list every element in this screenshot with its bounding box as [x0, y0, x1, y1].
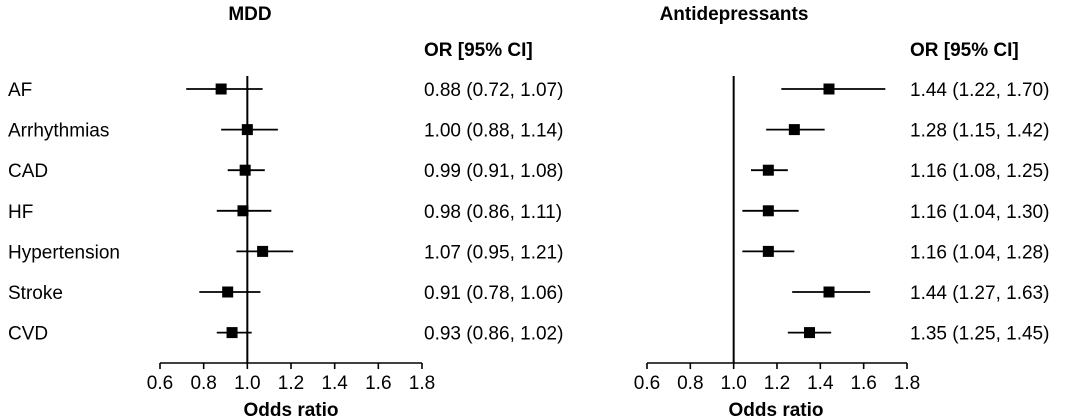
antidepressants-x-tick-label-3: 1.2	[764, 373, 790, 394]
mdd-x-tick-label-6: 1.8	[409, 373, 435, 394]
antidepressants-or-point-2	[762, 164, 774, 176]
mdd-ci-label-6: 0.93 (0.86, 1.02)	[424, 324, 563, 345]
mdd-or-point-3	[237, 205, 249, 217]
antidepressants-or-point-5	[823, 286, 835, 298]
antidepressants-x-tick-label-2: 1.0	[720, 373, 746, 394]
mdd-x-tick-label-1: 0.8	[190, 373, 216, 394]
antidepressants-or-header: OR [95% CI]	[910, 40, 1019, 61]
mdd-or-point-1	[241, 124, 253, 136]
antidepressants-ci-label-6: 1.35 (1.25, 1.45)	[910, 324, 1049, 345]
mdd-ci-label-3: 0.98 (0.86, 1.11)	[424, 202, 562, 223]
antidepressants-panel: Antidepressants OR [95% CI] Odds ratio 0…	[634, 4, 1050, 418]
mdd-x-tick-label-2: 1.0	[234, 373, 260, 394]
antidepressants-x-tick-label-0: 0.6	[634, 373, 660, 394]
mdd-or-point-4	[257, 245, 269, 257]
antidepressants-or-point-4	[762, 245, 774, 257]
antidepressants-x-tick-label-6: 1.8	[894, 373, 920, 394]
antidepressants-ci-label-5: 1.44 (1.27, 1.63)	[910, 283, 1049, 304]
category-label-5: Stroke	[8, 283, 63, 304]
category-label-1: Arrhythmias	[8, 121, 109, 142]
mdd-ci-label-0: 0.88 (0.72, 1.07)	[424, 80, 563, 101]
antidepressants-or-point-1	[788, 124, 800, 136]
antidepressants-or-point-0	[823, 83, 835, 95]
mdd-ci-label-2: 0.99 (0.91, 1.08)	[424, 161, 563, 182]
mdd-x-tick-label-4: 1.4	[321, 373, 348, 394]
mdd-or-point-0	[215, 83, 227, 95]
category-label-4: Hypertension	[8, 242, 120, 263]
mdd-title: MDD	[228, 4, 271, 25]
antidepressants-ci-label-1: 1.28 (1.15, 1.42)	[910, 121, 1049, 142]
mdd-ci-label-1: 1.00 (0.88, 1.14)	[424, 121, 563, 142]
category-label-3: HF	[8, 202, 33, 223]
antidepressants-ci-label-0: 1.44 (1.22, 1.70)	[910, 80, 1049, 101]
mdd-x-tick-label-0: 0.6	[147, 373, 173, 394]
mdd-x-axis-label: Odds ratio	[243, 400, 338, 418]
category-label-2: CAD	[8, 161, 48, 182]
mdd-ci-label-4: 1.07 (0.95, 1.21)	[424, 242, 563, 263]
antidepressants-x-axis-label: Odds ratio	[728, 400, 823, 418]
mdd-x-tick-label-3: 1.2	[278, 373, 304, 394]
antidepressants-or-point-6	[804, 327, 815, 339]
antidepressants-ci-label-2: 1.16 (1.08, 1.25)	[910, 161, 1049, 182]
category-label-0: AF	[8, 80, 32, 101]
mdd-or-point-5	[222, 286, 234, 298]
mdd-or-header: OR [95% CI]	[424, 40, 533, 61]
mdd-panel: MDD OR [95% CI] Odds ratio 0.6 0.8 1.0 1.2 1…	[8, 4, 563, 418]
category-label-6: CVD	[8, 324, 48, 345]
antidepressants-x-tick-label-4: 1.4	[807, 373, 834, 394]
mdd-x-tick-label-5: 1.6	[365, 373, 391, 394]
antidepressants-ci-label-3: 1.16 (1.04, 1.30)	[910, 202, 1049, 223]
mdd-or-point-2	[239, 164, 251, 176]
antidepressants-ci-label-4: 1.16 (1.04, 1.28)	[910, 242, 1049, 263]
antidepressants-x-tick-label-1: 0.8	[677, 373, 703, 394]
antidepressants-x-tick-label-5: 1.6	[850, 373, 876, 394]
mdd-ci-label-5: 0.91 (0.78, 1.06)	[424, 283, 563, 304]
antidepressants-title: Antidepressants	[660, 4, 809, 25]
antidepressants-or-point-3	[762, 205, 774, 217]
mdd-or-point-6	[226, 327, 238, 339]
